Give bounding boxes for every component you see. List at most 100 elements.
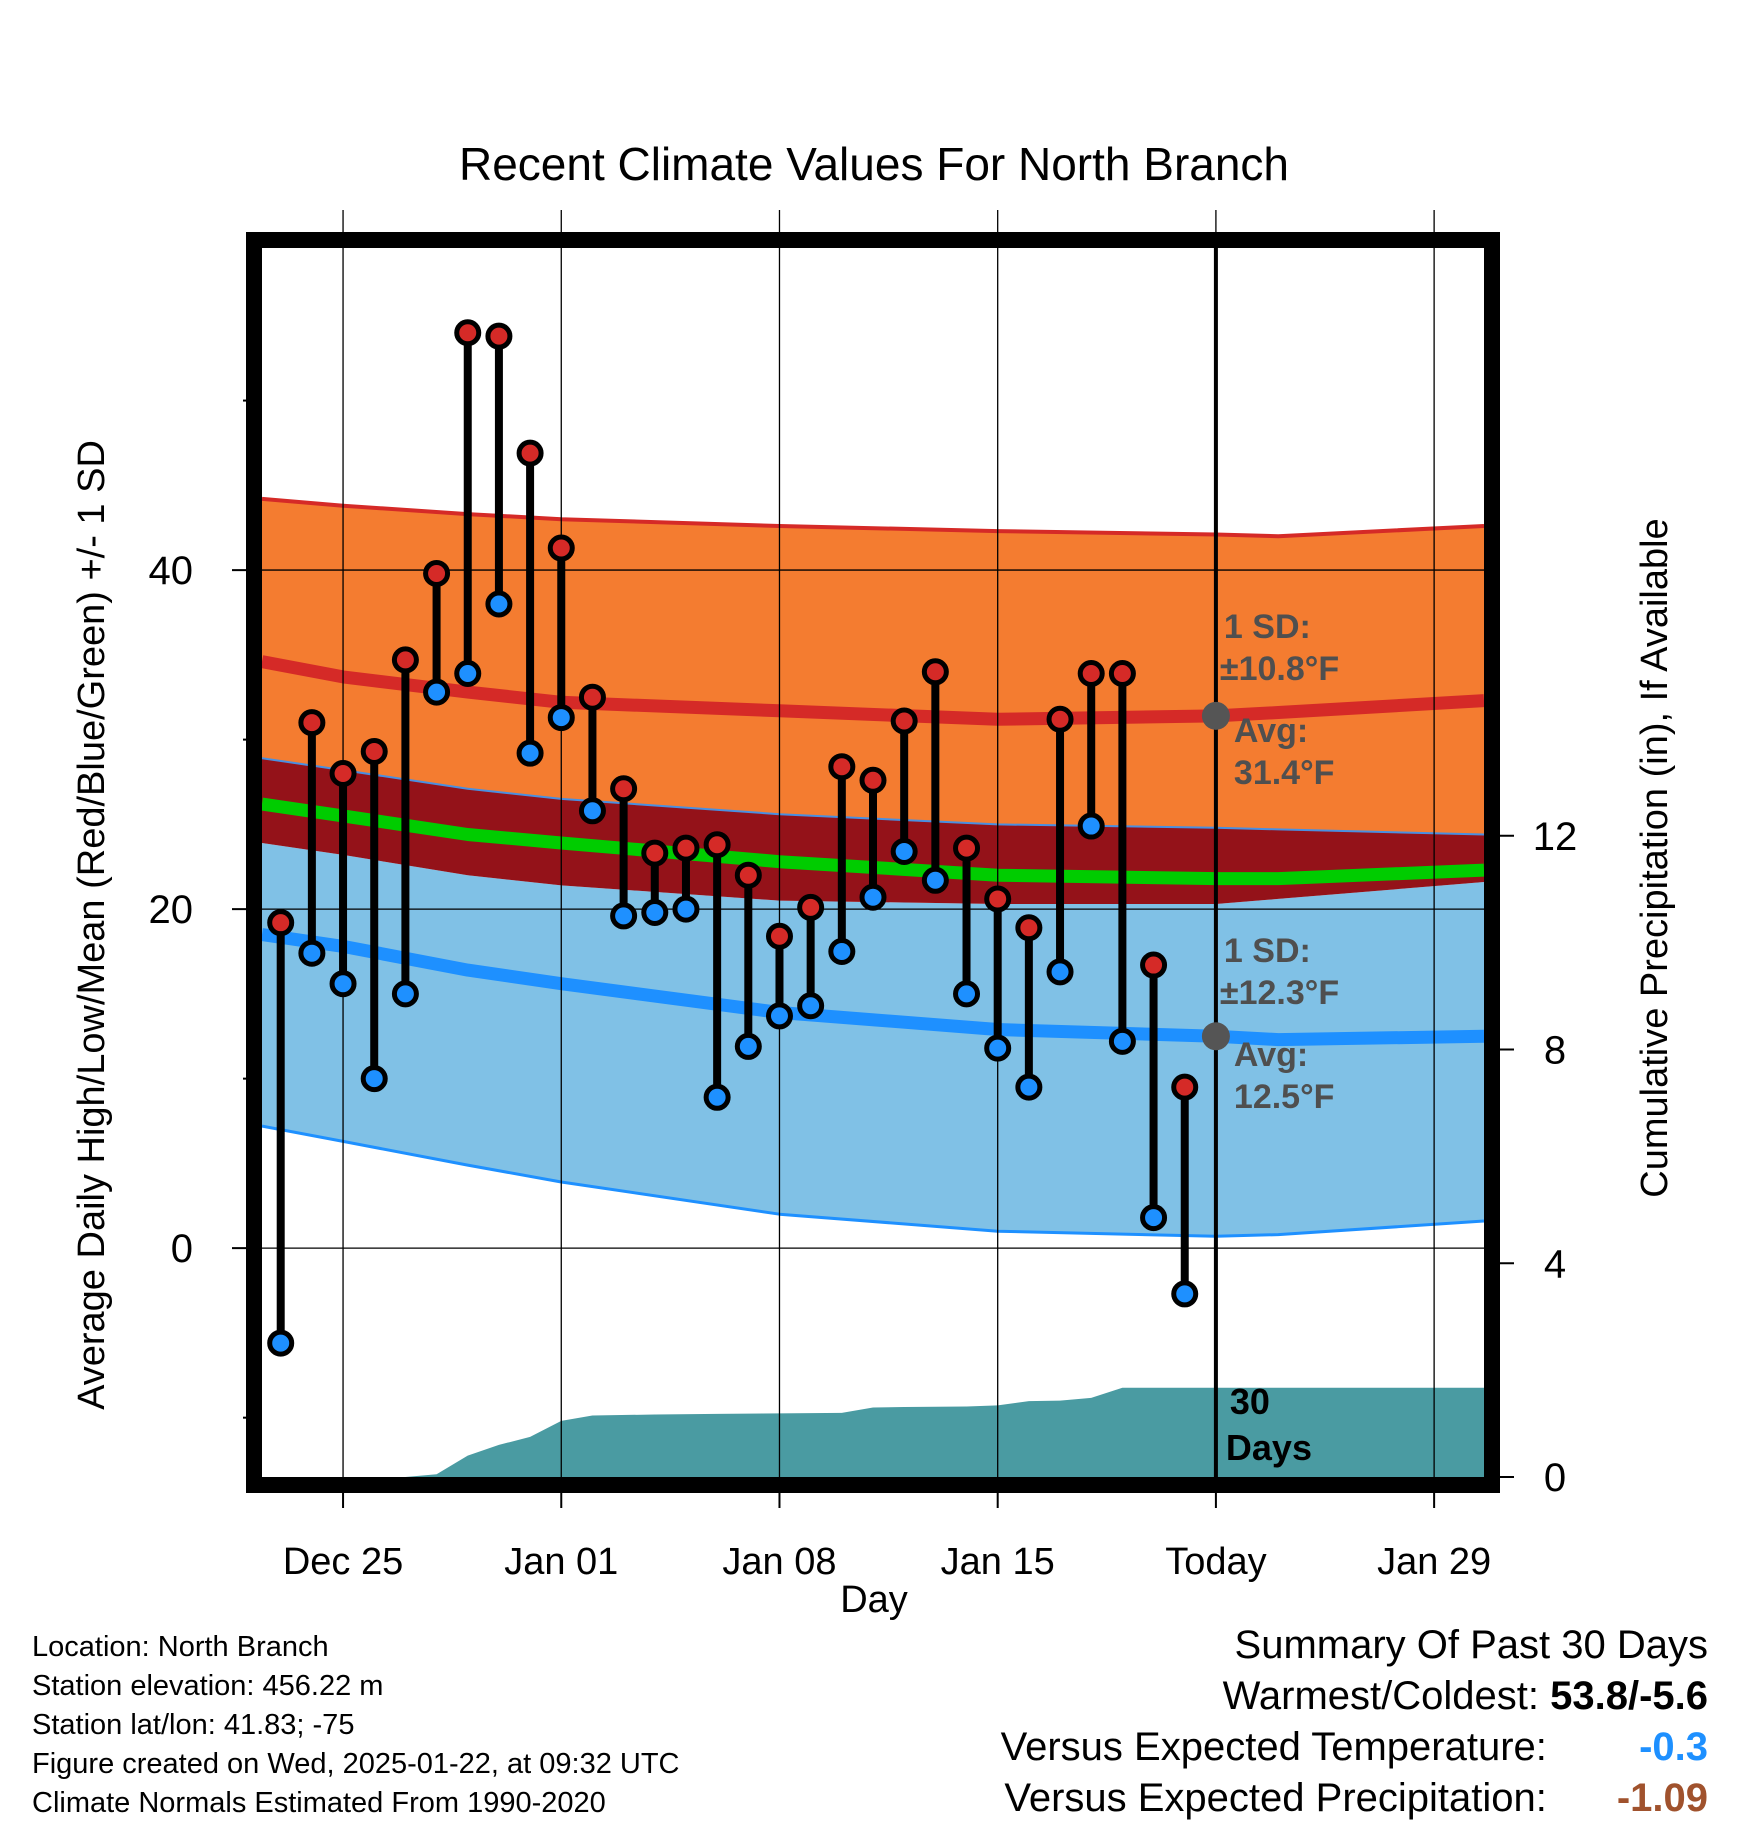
period-unit: Days xyxy=(1226,1427,1312,1468)
low-temp-point xyxy=(298,939,326,967)
summary-temp-row: Versus Expected Temperature: -0.3 xyxy=(1001,1722,1708,1773)
low-avg-marker xyxy=(1201,1022,1230,1051)
low-temp-point xyxy=(1077,812,1105,840)
low-temp-point xyxy=(610,902,638,930)
low-temp-point xyxy=(859,883,887,911)
low-sd-label: 1 SD: xyxy=(1224,932,1311,970)
high-temp-point xyxy=(329,760,357,788)
low-temp-point xyxy=(516,739,544,767)
low-temp-point xyxy=(329,970,357,998)
x-axis-label: Day xyxy=(840,1579,908,1620)
x-tick-label: Jan 29 xyxy=(1377,1541,1491,1583)
low-temp-point xyxy=(921,866,949,894)
y2-tick-label: 4 xyxy=(1544,1242,1566,1286)
latlon-text: Station lat/lon: 41.83; -75 xyxy=(32,1709,355,1741)
high-temp-point xyxy=(703,831,731,859)
high-temp-point xyxy=(267,909,295,937)
high-temp-point xyxy=(391,646,419,674)
high-temp-point xyxy=(1077,659,1105,687)
high-temp-point xyxy=(953,834,981,862)
high-temp-point xyxy=(423,559,451,587)
low-temp-point xyxy=(1171,1280,1199,1308)
low-temp-point xyxy=(641,899,669,927)
low-temp-point xyxy=(578,797,606,825)
low-temp-point xyxy=(672,895,700,923)
high-avg-label: Avg: xyxy=(1234,712,1308,750)
temp-anomaly-value: -0.3 xyxy=(1639,1725,1708,1769)
high-temp-point xyxy=(641,839,669,867)
high-avg-value: 31.4°F xyxy=(1234,754,1335,792)
temp-anomaly-label: Versus Expected Temperature: xyxy=(1000,1725,1547,1769)
warmest-value: 53.8/-5.6 xyxy=(1550,1674,1708,1718)
elevation-text: Station elevation: 456.22 m xyxy=(32,1670,384,1702)
low-temp-point xyxy=(454,659,482,687)
low-temp-point xyxy=(1046,958,1074,986)
low-avg-label: Avg: xyxy=(1234,1036,1308,1074)
precip-area xyxy=(262,1387,1484,1477)
high-temp-point xyxy=(610,775,638,803)
low-temp-point xyxy=(1015,1073,1043,1101)
high-temp-point xyxy=(578,683,606,711)
y2-tick-label: 8 xyxy=(1544,1029,1566,1073)
low-avg-value: 12.5°F xyxy=(1234,1078,1335,1116)
low-temp-point xyxy=(984,1034,1012,1062)
summary-title: Summary Of Past 30 Days xyxy=(1234,1623,1708,1667)
high-temp-point xyxy=(298,709,326,737)
normals-text: Climate Normals Estimated From 1990-2020 xyxy=(32,1787,606,1819)
high-temp-point xyxy=(1140,951,1168,979)
y2-tick-label: 0 xyxy=(1544,1456,1566,1500)
high-temp-point xyxy=(734,861,762,889)
low-temp-point xyxy=(547,704,575,732)
low-temp-point xyxy=(423,678,451,706)
high-temp-point xyxy=(485,322,513,350)
high-sd-band xyxy=(262,498,1484,835)
period-number: 30 xyxy=(1230,1381,1270,1422)
precip-anomaly-value: -1.09 xyxy=(1616,1776,1708,1820)
high-temp-point xyxy=(765,922,793,950)
precip-anomaly-label: Versus Expected Precipitation: xyxy=(1004,1776,1547,1820)
y-tick-label: 20 xyxy=(149,888,194,932)
x-tick-label: Jan 08 xyxy=(722,1541,836,1583)
low-sd-value: ±12.3°F xyxy=(1220,974,1339,1012)
high-temp-point xyxy=(547,534,575,562)
summary-precip-row: Versus Expected Precipitation: -1.09 xyxy=(1001,1773,1708,1824)
low-temp-point xyxy=(1140,1204,1168,1232)
created-text: Figure created on Wed, 2025-01-22, at 09… xyxy=(32,1748,680,1780)
high-sd-label: 1 SD: xyxy=(1224,608,1311,646)
high-temp-point xyxy=(1108,659,1136,687)
summary-panel: Summary Of Past 30 Days Warmest/Coldest:… xyxy=(1001,1620,1708,1824)
low-temp-point xyxy=(765,1002,793,1030)
low-temp-point xyxy=(1108,1027,1136,1055)
low-temp-point xyxy=(360,1065,388,1093)
low-temp-point xyxy=(828,937,856,965)
high-temp-point xyxy=(454,319,482,347)
high-temp-point xyxy=(672,834,700,862)
low-temp-point xyxy=(703,1083,731,1111)
plot-frame xyxy=(246,232,1500,1493)
y2-tick-label: 12 xyxy=(1533,815,1578,859)
station-info: Location: North Branch Station elevation… xyxy=(32,1628,680,1823)
high-temp-point xyxy=(921,658,949,686)
low-temp-point xyxy=(890,837,918,865)
high-temp-point xyxy=(1015,914,1043,942)
y2-axis-label: Cumulative Precipitation (in), If Availa… xyxy=(1634,518,1676,1197)
warmest-label: Warmest/Coldest: xyxy=(1222,1674,1539,1718)
low-temp-point xyxy=(953,980,981,1008)
x-tick-label: Today xyxy=(1165,1541,1266,1583)
x-tick-label: Dec 25 xyxy=(283,1541,403,1583)
summary-warmest-row: Warmest/Coldest: 53.8/-5.6 xyxy=(1001,1671,1708,1722)
y-tick-label: 40 xyxy=(149,549,194,593)
high-temp-point xyxy=(984,885,1012,913)
high-temp-point xyxy=(797,893,825,921)
high-avg-marker xyxy=(1201,701,1230,730)
plot-content xyxy=(262,496,1484,1477)
high-temp-point xyxy=(1046,705,1074,733)
y-axis-label: Average Daily High/Low/Mean (Red/Blue/Gr… xyxy=(71,440,113,1410)
y-tick-label: 0 xyxy=(171,1227,193,1271)
x-tick-label: Jan 15 xyxy=(941,1541,1055,1583)
low-sd-band xyxy=(262,843,1484,1237)
location-text: Location: North Branch xyxy=(32,1631,329,1663)
high-sd-value: ±10.8°F xyxy=(1220,650,1339,688)
high-temp-point xyxy=(890,707,918,735)
chart-title: Recent Climate Values For North Branch xyxy=(459,138,1289,190)
